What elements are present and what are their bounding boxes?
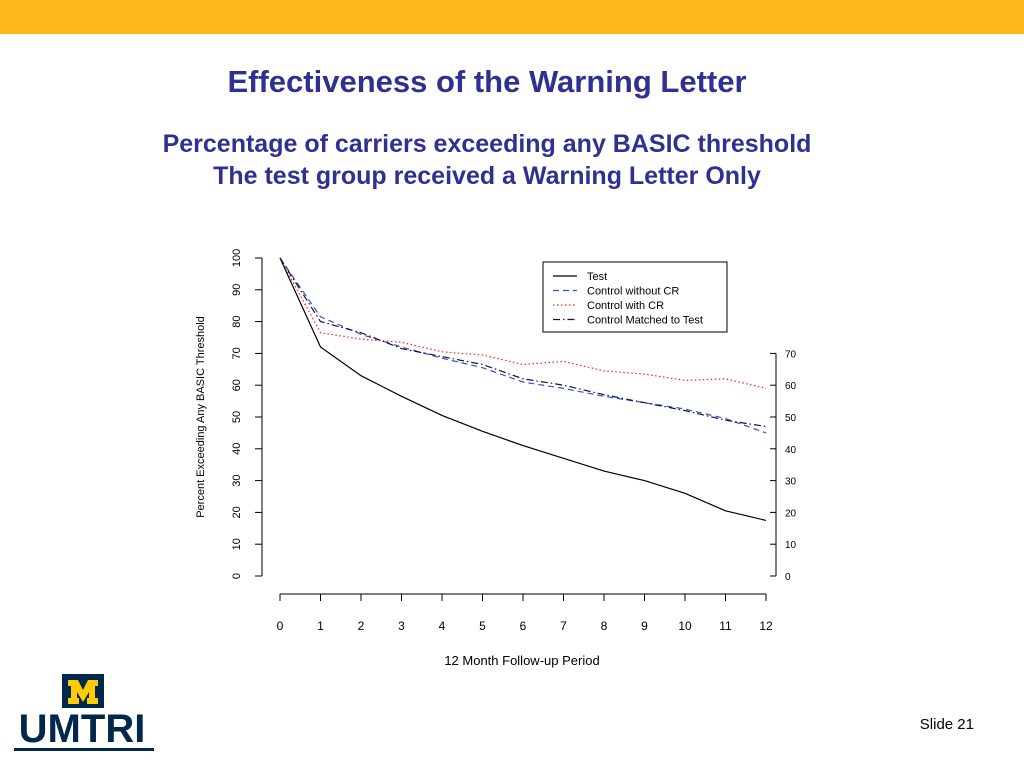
y-tick-label-left-20: 20 <box>231 506 243 518</box>
x-tick-label-5: 5 <box>479 619 486 633</box>
chart-legend: Test Control without CR Control with CR Con… <box>542 261 728 333</box>
x-tick-label-4: 4 <box>439 619 446 633</box>
y-tick-label-left-60: 60 <box>231 379 243 391</box>
x-tick-label-12: 12 <box>759 619 773 633</box>
x-tick-label-3: 3 <box>398 619 405 633</box>
x-tick-label-2: 2 <box>358 619 365 633</box>
umtri-logo: UMTRI <box>10 672 158 758</box>
y-tick-label-right-20: 20 <box>785 508 797 519</box>
series-line-1 <box>279 257 767 434</box>
y-tick-label-left-70: 70 <box>231 347 243 359</box>
y-tick-label-left-50: 50 <box>231 411 243 423</box>
y-tick-label-left-30: 30 <box>231 474 243 486</box>
y-tick-label-right-40: 40 <box>785 445 797 456</box>
y-tick-label-left-10: 10 <box>231 538 243 550</box>
y-tick-label-left-0: 0 <box>231 573 243 579</box>
x-tick-label-10: 10 <box>678 619 692 633</box>
chart-series-group <box>279 257 767 521</box>
y-tick-label-left-40: 40 <box>231 443 243 455</box>
y-tick-label-left-100: 100 <box>231 249 243 267</box>
block-m-letter <box>68 680 98 704</box>
block-m-icon: UMTRI <box>14 674 154 751</box>
x-tick-label-6: 6 <box>520 619 527 633</box>
x-tick-label-1: 1 <box>317 619 324 633</box>
logo-underline <box>14 748 154 751</box>
legend-box <box>542 261 728 333</box>
y-tick-label-left-80: 80 <box>231 315 243 327</box>
x-tick-label-8: 8 <box>601 619 608 633</box>
logo-wordmark: UMTRI <box>19 707 146 751</box>
slide-subtitle-line-1: Percentage of carriers exceeding any BAS… <box>162 130 812 158</box>
y-tick-label-right-60: 60 <box>785 381 797 392</box>
y-tick-label-left-90: 90 <box>231 284 243 296</box>
x-tick-label-0: 0 <box>277 619 284 633</box>
y-tick-label-right-70: 70 <box>785 349 797 360</box>
legend-label-1: Control without CR <box>587 286 679 298</box>
x-axis-label: 12 Month Follow-up Period <box>444 653 599 668</box>
y-tick-label-right-10: 10 <box>785 540 797 551</box>
y-axis-label: Percent Exceeding Any BASIC Threshold <box>195 316 207 518</box>
y-tick-label-right-50: 50 <box>785 413 797 424</box>
x-tick-label-11: 11 <box>719 619 732 633</box>
x-tick-label-7: 7 <box>560 619 567 633</box>
x-tick-label-9: 9 <box>641 619 648 633</box>
slide-subtitle-line-2: The test group received a Warning Letter… <box>213 162 761 190</box>
legend-label-3: Control Matched to Test <box>587 315 703 327</box>
series-line-3 <box>279 257 767 428</box>
slide-title: Effectiveness of the Warning Letter <box>227 64 747 99</box>
legend-label-0: Test <box>587 271 607 283</box>
legend-label-2: Control with CR <box>587 300 664 312</box>
top-accent-bar <box>0 0 1024 34</box>
y-tick-label-right-0: 0 <box>785 572 791 583</box>
series-line-0 <box>279 257 767 521</box>
y-tick-label-right-30: 30 <box>785 477 797 488</box>
slide-number: Slide 21 <box>919 716 974 733</box>
